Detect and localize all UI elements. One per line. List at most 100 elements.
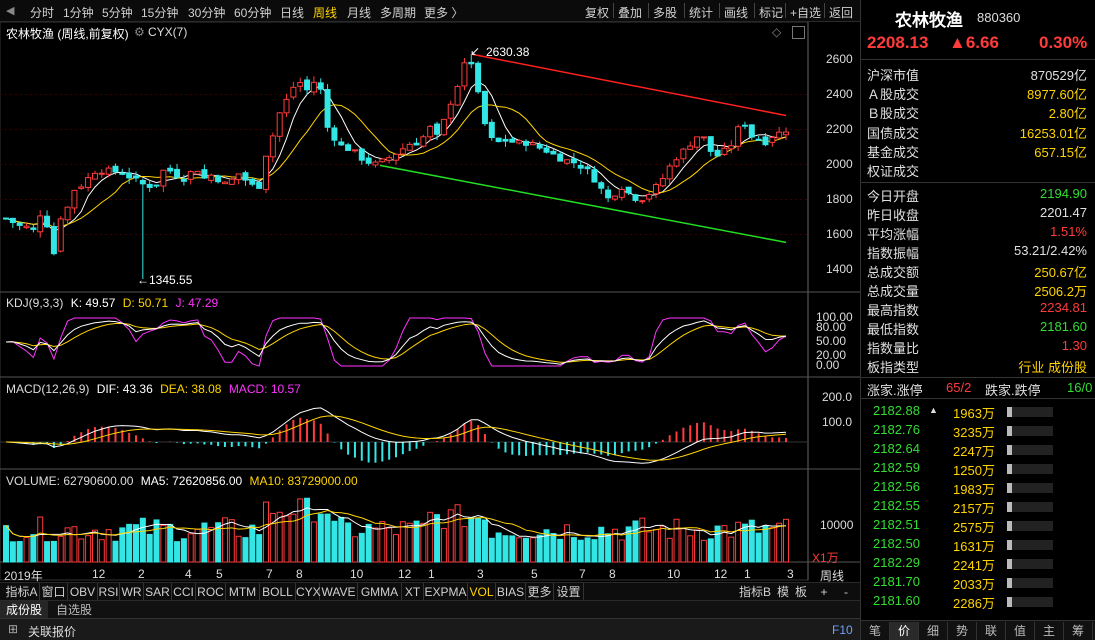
quote-tab-2[interactable]: 细 [919, 622, 948, 640]
period-1[interactable]: 1分钟 [63, 6, 94, 20]
candle-body [591, 169, 598, 183]
period-2[interactable]: 5分钟 [102, 6, 133, 20]
indicator-tab-4[interactable]: WR [120, 583, 144, 601]
volume-ma5: MA5: 72620856.00 [140, 474, 243, 488]
indicator-right-2[interactable]: 板 [794, 585, 807, 599]
toolbar-btn-0[interactable]: 复权 [585, 6, 610, 20]
indicator-tab-12[interactable]: GMMA [358, 583, 402, 601]
status-left[interactable]: 关联报价 [28, 625, 77, 639]
toolbar-separator [648, 3, 649, 18]
toolbar-btn-3[interactable]: 统计 [689, 6, 714, 20]
indicator-tab-11[interactable]: WAVE [320, 583, 358, 601]
diamond-icon[interactable]: ◇ [772, 25, 782, 39]
indicator-tab-1[interactable]: 窗口 [40, 583, 68, 601]
period-5[interactable]: 60分钟 [234, 6, 272, 20]
indicator-tab-14[interactable]: EXPMA [424, 583, 468, 601]
indicator-tab-2[interactable]: OBV [68, 583, 98, 601]
quote-tab-1[interactable]: 价 [890, 622, 919, 640]
chart-area[interactable]: 农林牧渔 (周线,前复权) ⚙ CYX(7) ◇ 2630.38 ←1345.5… [0, 22, 860, 583]
stat2-label: 平均涨幅 [867, 227, 920, 242]
candle-body [523, 140, 529, 146]
period-9[interactable]: 多周期 [380, 6, 417, 20]
candle-body [64, 206, 71, 221]
indicator-tab-17[interactable]: 更多 [526, 583, 554, 601]
quote-tab-6[interactable]: 主 [1035, 622, 1064, 640]
indicator-tab-7[interactable]: ROC [196, 583, 226, 601]
candle-body [741, 124, 748, 127]
candle-body [249, 178, 256, 185]
expand-icon[interactable] [792, 26, 805, 39]
indicator-tab-6[interactable]: CCI [172, 583, 196, 601]
status-right-f10[interactable]: F10 [832, 623, 853, 637]
fall-label: 跌家.跌停 [985, 383, 1041, 398]
volume-bar [762, 525, 769, 563]
volume-bar [133, 524, 139, 563]
tick-volume: 2247万 [953, 444, 995, 459]
period-3[interactable]: 15分钟 [141, 6, 179, 20]
rise-label: 涨家.涨停 [867, 383, 923, 398]
period-10[interactable]: 更多 〉 [424, 6, 464, 20]
volume-bar [317, 513, 324, 563]
stat-value: 8977.60亿 [1027, 87, 1087, 103]
volume-bar [475, 517, 482, 563]
indicator-tab-13[interactable]: XT [402, 583, 424, 601]
candle-body [427, 125, 434, 138]
indicator-tab-0[interactable]: 指标A [4, 583, 40, 601]
toolbar-btn-2[interactable]: 多股 [653, 6, 678, 20]
quote-tab-5[interactable]: 值 [1006, 622, 1035, 640]
indicator-right-4[interactable]: - [844, 585, 848, 599]
candle-body [379, 158, 386, 163]
volume-bar [187, 533, 194, 563]
quote-tab-4[interactable]: 联 [977, 622, 1006, 640]
channel-upper-line [471, 53, 787, 117]
macd-header: MACD(12,26,9) DIF: 43.36 DEA: 38.08 MACD… [6, 382, 301, 396]
indicator-tab-15[interactable]: VOL [468, 583, 496, 601]
macd-dif-line [5, 407, 787, 464]
toolbar-btn-1[interactable]: 叠加 [618, 6, 643, 20]
indicator-tab-5[interactable]: SAR [144, 583, 172, 601]
indicator-tab-10[interactable]: CYX [296, 583, 321, 601]
tick-volume-fill [1007, 521, 1012, 531]
indicator-right-1[interactable]: 模 [776, 585, 789, 599]
chart-canvas[interactable] [0, 22, 860, 582]
tick-volume-bar [1007, 597, 1053, 607]
period-8[interactable]: 月线 [347, 6, 372, 20]
indicator-right-3[interactable]: + [820, 585, 828, 599]
period-0[interactable]: 分时 [30, 6, 55, 20]
period-6[interactable]: 日线 [280, 6, 305, 20]
indicator-tab-8[interactable]: MTM [226, 583, 260, 601]
indicator-tab-18[interactable]: 设置 [554, 583, 584, 601]
back-arrow-icon[interactable]: ◀ [6, 5, 15, 17]
tab-constituents[interactable]: 成份股 [0, 601, 48, 619]
indicator-tab-9[interactable]: BOLL [260, 583, 296, 601]
stat2-label: 总成交量 [867, 284, 920, 299]
volume-bar [673, 518, 680, 563]
toolbar-btn-5[interactable]: 标记 [759, 6, 784, 20]
quote-tab-7[interactable]: 筹 [1064, 622, 1093, 640]
toolbar-btn-6[interactable]: +自选 [790, 6, 822, 20]
quote-tab-0[interactable]: 笔 [861, 622, 890, 640]
toolbar-btn-7[interactable]: 返回 [829, 6, 854, 20]
x-tick: 2 [138, 567, 145, 581]
x-tick: 7 [579, 567, 586, 581]
candle-body [639, 200, 646, 203]
indicator-tab-3[interactable]: RSI [98, 583, 120, 601]
candle-body [769, 136, 776, 143]
indicator-right-0[interactable]: 指标B [738, 585, 771, 599]
x-tick: 3 [477, 567, 484, 581]
candle-body [98, 172, 105, 175]
candle-body [324, 88, 331, 128]
indicator-tab-16[interactable]: BIAS [496, 583, 526, 601]
period-7[interactable]: 周线 [313, 6, 338, 20]
period-4[interactable]: 30分钟 [188, 6, 226, 20]
toolbar-btn-4[interactable]: 画线 [724, 6, 749, 20]
candle-body [502, 138, 509, 142]
volume-bar [659, 525, 666, 563]
volume-bar [57, 535, 64, 563]
gear-icon[interactable]: ⚙ [134, 25, 145, 39]
grid-icon[interactable]: ⊞ [8, 622, 19, 636]
candle-body [700, 136, 707, 139]
tab-watchlist[interactable]: 自选股 [55, 603, 92, 617]
quote-tab-3[interactable]: 势 [948, 622, 977, 640]
tick-volume-fill [1007, 445, 1012, 455]
